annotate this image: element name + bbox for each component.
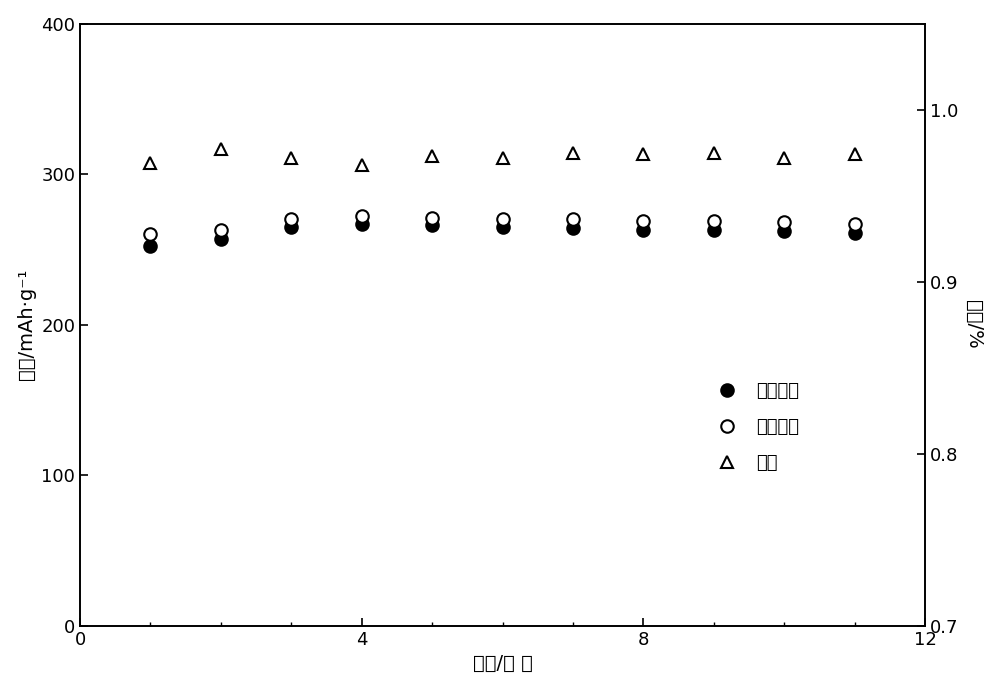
效率	[849, 150, 861, 159]
充电容量	[426, 214, 438, 222]
放电容量	[144, 242, 156, 250]
放电容量	[778, 227, 790, 235]
效率	[637, 150, 649, 159]
效率	[215, 145, 227, 153]
充电容量	[849, 220, 861, 228]
充电容量	[215, 226, 227, 234]
Line: 充电容量: 充电容量	[144, 210, 861, 241]
效率	[497, 154, 509, 162]
效率	[356, 161, 368, 169]
充电容量	[497, 215, 509, 224]
Line: 放电容量: 放电容量	[144, 217, 861, 253]
放电容量	[426, 221, 438, 230]
放电容量	[215, 235, 227, 243]
Y-axis label: 效率/%: 效率/%	[964, 300, 983, 349]
效率	[144, 159, 156, 167]
放电容量	[567, 224, 579, 233]
充电容量	[144, 230, 156, 239]
充电容量	[708, 217, 720, 225]
放电容量	[849, 229, 861, 237]
放电容量	[285, 223, 297, 231]
Line: 效率: 效率	[144, 143, 861, 171]
放电容量	[708, 226, 720, 234]
充电容量	[778, 218, 790, 226]
充电容量	[356, 213, 368, 221]
Legend: 放电容量, 充电容量, 效率: 放电容量, 充电容量, 效率	[709, 375, 806, 480]
放电容量	[637, 226, 649, 234]
效率	[285, 154, 297, 162]
X-axis label: 循环/次 数: 循环/次 数	[473, 654, 532, 673]
充电容量	[285, 215, 297, 224]
Y-axis label: 容量/mAh·g⁻¹: 容量/mAh·g⁻¹	[17, 269, 36, 380]
效率	[708, 148, 720, 157]
效率	[567, 148, 579, 157]
充电容量	[567, 215, 579, 224]
放电容量	[497, 223, 509, 231]
效率	[426, 152, 438, 160]
放电容量	[356, 220, 368, 228]
充电容量	[637, 217, 649, 225]
效率	[778, 154, 790, 162]
